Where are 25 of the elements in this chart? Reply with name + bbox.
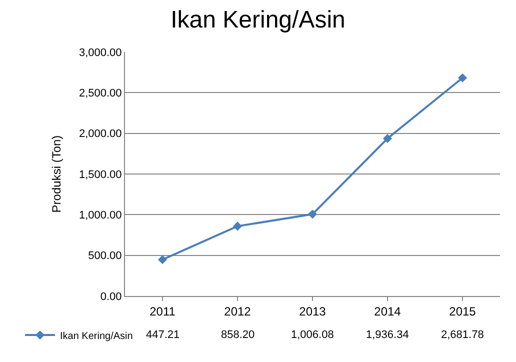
y-axis-title: Produksi (Ton) — [49, 135, 64, 213]
data-label: 1,936.34 — [366, 329, 409, 341]
x-tick-label: 2011 — [150, 304, 176, 318]
data-label: 447.21 — [146, 329, 180, 341]
x-tick-label: 2015 — [449, 304, 476, 318]
chart-title: Ikan Kering/Asin — [170, 6, 346, 34]
point — [308, 210, 318, 219]
y-tick-label: 1,500.00 — [78, 168, 122, 181]
y-tick-label: 500.00 — [88, 250, 122, 262]
point — [382, 134, 392, 144]
data-label: 2,681.78 — [441, 329, 484, 341]
x-tick-label: 2012 — [224, 304, 252, 318]
point — [158, 255, 168, 264]
y-tick-label: 0.00 — [100, 290, 122, 303]
legend-label: Ikan Kering/Asin — [60, 330, 133, 342]
point — [232, 222, 242, 231]
point — [458, 73, 468, 82]
x-tick-label: 2014 — [374, 304, 402, 318]
y-tick-label: 3,000.00 — [78, 46, 122, 59]
y-tick-label: 2,500.00 — [78, 88, 122, 100]
y-tick-label: 2,000.00 — [78, 128, 122, 140]
data-label: 1,006.08 — [291, 329, 334, 341]
x-tick-label: 2013 — [299, 304, 326, 318]
data-label: 858.20 — [221, 329, 255, 341]
y-tick-label: 1,000.00 — [78, 210, 122, 222]
